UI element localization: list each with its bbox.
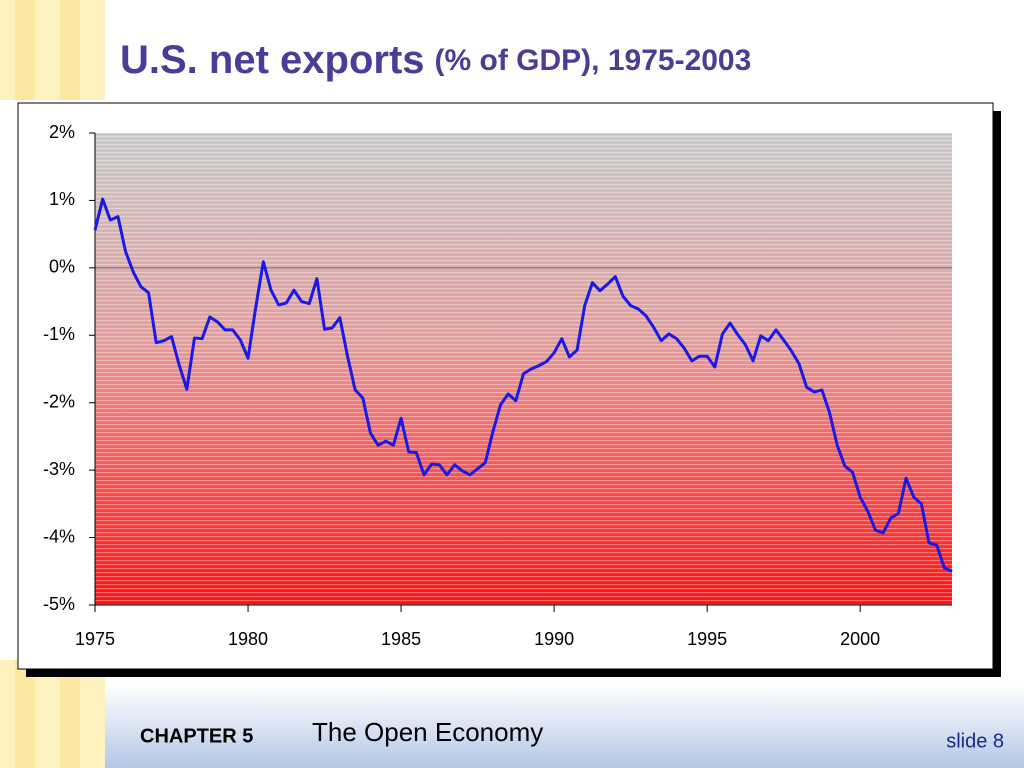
y-tick-label: -2% bbox=[43, 391, 75, 411]
left-decoration bbox=[0, 0, 105, 768]
y-tick-label: 1% bbox=[49, 189, 75, 209]
y-tick-label: 0% bbox=[49, 257, 75, 277]
y-tick-label: -4% bbox=[43, 526, 75, 546]
title-note: (% of GDP), 1975-2003 bbox=[435, 44, 752, 77]
slide-title: U.S. net exports (% of GDP), 1975-2003 bbox=[120, 38, 751, 82]
y-tick-label: -3% bbox=[43, 459, 75, 479]
plot-texture bbox=[95, 133, 952, 605]
footer-topic: The Open Economy bbox=[312, 717, 543, 747]
x-tick-label: 1980 bbox=[228, 629, 268, 649]
x-tick-label: 1975 bbox=[75, 629, 115, 649]
y-tick-label: -5% bbox=[43, 594, 75, 614]
title-main: U.S. net exports bbox=[120, 38, 425, 82]
x-tick-label: 1985 bbox=[381, 629, 421, 649]
y-tick-label: 2% bbox=[49, 122, 75, 142]
footer-chapter: CHAPTER 5 bbox=[140, 725, 253, 747]
footer-band bbox=[105, 685, 1024, 768]
x-tick-label: 2000 bbox=[840, 629, 880, 649]
x-tick-label: 1995 bbox=[687, 629, 727, 649]
data-line bbox=[93, 197, 953, 573]
slide-number: slide 8 bbox=[946, 730, 1004, 752]
x-tick-label: 1990 bbox=[534, 629, 574, 649]
y-tick-label: -1% bbox=[43, 324, 75, 344]
